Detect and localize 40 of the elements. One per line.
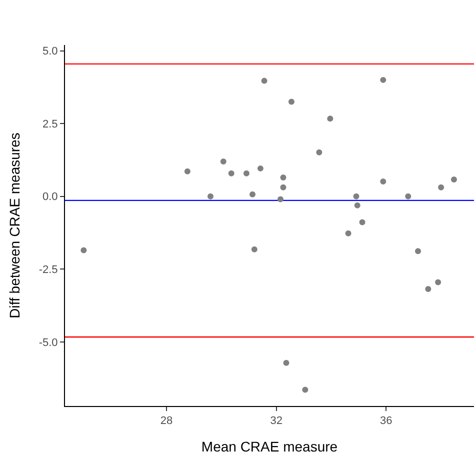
point <box>228 170 234 176</box>
point <box>184 168 190 174</box>
point <box>243 170 250 176</box>
x-tick-label: 28 <box>160 415 173 428</box>
point <box>280 184 286 190</box>
point <box>438 184 444 190</box>
point <box>345 230 352 236</box>
x-tick-label: 36 <box>380 415 392 428</box>
point <box>380 178 386 185</box>
point <box>450 176 457 182</box>
point <box>425 286 432 292</box>
point <box>380 76 386 83</box>
point <box>354 202 360 208</box>
point <box>327 116 334 122</box>
y-tick-label: -5.0 <box>38 336 58 349</box>
y-tick-label: 0.0 <box>42 191 58 204</box>
x-tick-label: 32 <box>270 415 282 428</box>
point <box>251 246 258 252</box>
y-axis-title: Diff between CRAE measures <box>6 132 22 318</box>
y-tick-label: 2.5 <box>42 118 58 130</box>
point <box>405 193 412 200</box>
point <box>261 78 268 84</box>
point <box>280 174 286 180</box>
point <box>435 279 442 286</box>
point <box>277 196 284 202</box>
point <box>249 191 256 198</box>
point <box>288 98 294 105</box>
y-tick-label: -2.5 <box>38 264 58 276</box>
y-tick-label: 5.0 <box>42 46 58 58</box>
point <box>359 219 366 226</box>
point <box>283 360 290 366</box>
point <box>353 193 360 200</box>
x-axis-title: Mean CRAE measure <box>201 438 338 454</box>
point <box>316 149 322 156</box>
point <box>415 248 421 254</box>
point <box>220 158 226 164</box>
point <box>207 193 214 200</box>
point <box>302 386 308 393</box>
point <box>257 165 264 172</box>
point <box>80 247 87 254</box>
